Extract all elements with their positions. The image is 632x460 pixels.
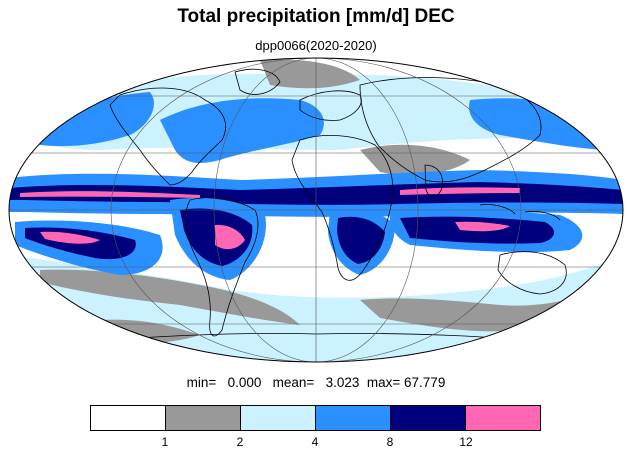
coast-australia	[497, 251, 567, 295]
precip-spcz-pink	[40, 231, 100, 244]
stats-line: min= 0.000 mean= 3.023 max= 67.779	[0, 375, 632, 390]
colorbar-label-2: 2	[236, 435, 244, 449]
precip-patch-grey-north	[260, 59, 360, 89]
stat-max-value: 67.779	[404, 375, 446, 390]
colorbar	[90, 405, 541, 431]
colorbar-box-4	[391, 406, 466, 430]
graticule-lon-120	[110, 58, 522, 362]
colorbar-label-8: 8	[386, 435, 394, 449]
coast-india	[424, 164, 443, 197]
coast-north-america	[109, 87, 226, 186]
colorbar-box-3	[316, 406, 391, 430]
precip-africa-dark	[337, 216, 385, 264]
colorbar-box-1	[166, 406, 241, 430]
precip-patch-grey-asia	[360, 144, 470, 175]
colorbar-label-12: 12	[459, 435, 473, 449]
colorbar-box-0	[91, 406, 166, 430]
precip-track-atlantic	[160, 98, 324, 163]
stat-min-value: 0.000	[227, 375, 262, 390]
stat-min-label: min=	[186, 375, 217, 390]
precip-samerica-pink	[215, 224, 245, 250]
chart-title: Total precipitation [mm/d] DEC	[177, 6, 455, 27]
precip-itcz-pink	[20, 187, 520, 198]
colorbar-label-1: 1	[161, 435, 169, 449]
graticule	[9, 58, 623, 362]
coast-greenland	[234, 68, 281, 95]
colorbar-label-4: 4	[311, 435, 319, 449]
stat-mean-value: 3.023	[325, 375, 360, 390]
chart-subtitle: dpp0066(2020-2020)	[255, 38, 377, 53]
colorbar-box-5	[466, 406, 540, 430]
colorbar-box-2	[241, 406, 316, 430]
coast-asia	[359, 77, 542, 183]
stat-max-label: max=	[366, 375, 401, 390]
precip-maritime-pink	[455, 221, 510, 232]
colorbar-labels: 1 2 4 8 12	[90, 435, 541, 453]
globe-outline	[8, 57, 624, 363]
coast-europe	[299, 90, 362, 121]
coast-africa	[291, 135, 394, 281]
graticule-lon-60	[213, 58, 419, 362]
coast-indonesia	[479, 204, 561, 221]
stat-mean-label: mean=	[272, 375, 315, 390]
precip-band-grey-south	[40, 269, 300, 325]
precip-track-pacific-east	[40, 92, 154, 147]
